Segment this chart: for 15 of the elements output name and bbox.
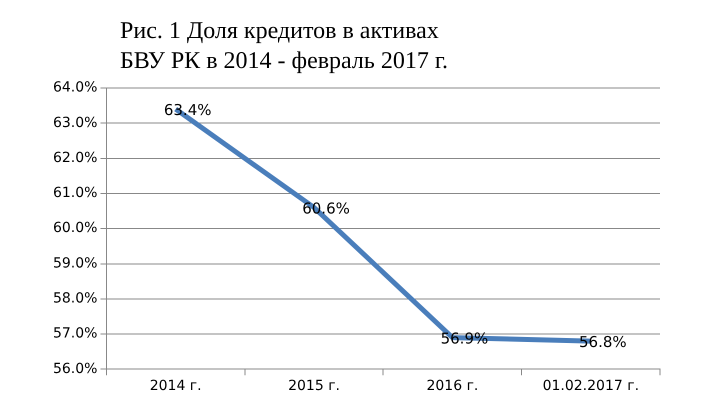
- y-tick-label: 64.0%: [52, 80, 98, 96]
- y-tick-label: 59.0%: [52, 255, 98, 272]
- y-tick-label: 56.0%: [52, 360, 98, 377]
- x-tick-label: 2014 г.: [150, 378, 202, 394]
- data-label: 56.8%: [578, 332, 627, 351]
- y-tick-label: 58.0%: [52, 290, 98, 307]
- x-tick-label: 01.02.2017 г.: [542, 378, 640, 394]
- y-tick-label: 60.0%: [52, 220, 98, 236]
- y-tick-label: 61.0%: [52, 185, 98, 202]
- chart-title: Рис. 1 Доля кредитов в активах БВУ РК в 2014 - февраль 2017 г.: [120, 17, 449, 76]
- y-tick-label: 62.0%: [52, 150, 98, 166]
- x-tick-label: 2016 г.: [426, 378, 478, 394]
- y-tick-label: 57.0%: [52, 326, 98, 342]
- y-tick-label: 63.0%: [52, 114, 98, 131]
- x-tick-label: 2015 г.: [288, 378, 340, 394]
